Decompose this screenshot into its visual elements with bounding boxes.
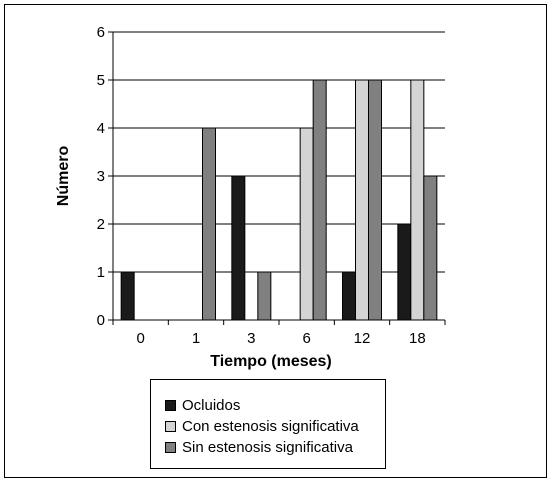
y-tick-label: 2 bbox=[97, 216, 105, 233]
y-tick-label: 6 bbox=[97, 24, 105, 41]
legend-item-con-estenosis: Con estenosis significativa bbox=[165, 416, 385, 437]
y-tick-label: 4 bbox=[97, 120, 105, 137]
bar-2-3 bbox=[312, 79, 327, 321]
x-tick-label: 18 bbox=[409, 330, 426, 347]
x-axis-title: Tiempo (meses) bbox=[210, 353, 332, 370]
x-tick-label: 3 bbox=[247, 330, 255, 347]
legend-swatch-con-estenosis bbox=[165, 421, 176, 432]
legend-swatch-sin-estenosis bbox=[165, 442, 176, 453]
x-tick-label: 0 bbox=[136, 330, 144, 347]
y-tick-label: 1 bbox=[97, 264, 105, 281]
legend-label-ocluidos: Ocluidos bbox=[182, 397, 241, 414]
bar-1-5 bbox=[410, 79, 425, 321]
legend: Ocluidos Con estenosis significativa Sin… bbox=[150, 379, 386, 469]
y-axis-title: Número bbox=[55, 146, 72, 207]
x-tick-label: 1 bbox=[192, 330, 200, 347]
figure-frame bbox=[4, 4, 547, 478]
bar-2-1 bbox=[202, 127, 216, 321]
legend-label-sin-estenosis: Sin estenosis significativa bbox=[182, 439, 353, 456]
legend-swatch-ocluidos bbox=[165, 400, 176, 411]
legend-item-ocluidos: Ocluidos bbox=[165, 395, 385, 416]
bar-0-0 bbox=[120, 271, 135, 321]
bar-1-4 bbox=[355, 79, 369, 321]
bar-1-3 bbox=[299, 127, 314, 321]
bar-2-2 bbox=[257, 271, 272, 321]
x-tick-label: 6 bbox=[302, 330, 310, 347]
bar-0-4 bbox=[342, 271, 356, 321]
y-tick-label: 5 bbox=[97, 72, 105, 89]
x-tick-label: 12 bbox=[354, 330, 371, 347]
y-tick-label: 3 bbox=[97, 168, 105, 185]
bar-2-5 bbox=[423, 175, 438, 321]
legend-label-con-estenosis: Con estenosis significativa bbox=[182, 418, 359, 435]
bar-0-2 bbox=[231, 175, 246, 321]
legend-item-sin-estenosis: Sin estenosis significativa bbox=[165, 437, 385, 458]
y-tick-label: 0 bbox=[97, 312, 105, 329]
bar-2-4 bbox=[368, 79, 382, 321]
bar-0-5 bbox=[397, 223, 412, 321]
